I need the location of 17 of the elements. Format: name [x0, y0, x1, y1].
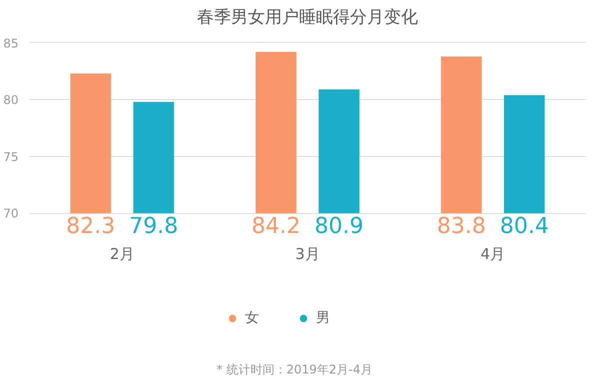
y-tick-label: 85	[3, 36, 19, 50]
x-tick-label: 4月	[480, 245, 506, 264]
x-tick-label: 2月	[110, 245, 134, 264]
data-label: 83.8	[436, 214, 486, 240]
y-tick-label: 70	[3, 206, 19, 221]
data-label: 82.3	[66, 214, 116, 240]
chart-title: 春季男女用户睡眠得分月变化	[197, 8, 418, 28]
text: * 统计时间：2019年2月-4月	[216, 362, 372, 376]
data-label: 80.9	[314, 214, 364, 240]
x-tick-label: 3月	[295, 245, 320, 264]
legend-label: 女	[245, 309, 260, 327]
y-tick-label: 80	[3, 93, 19, 108]
data-label: 84.2	[252, 214, 300, 240]
legend-label: 男	[316, 309, 331, 327]
data-label: 80.4	[500, 214, 549, 240]
data-label: 79.8	[129, 214, 178, 240]
y-tick-label: 75	[3, 150, 19, 164]
